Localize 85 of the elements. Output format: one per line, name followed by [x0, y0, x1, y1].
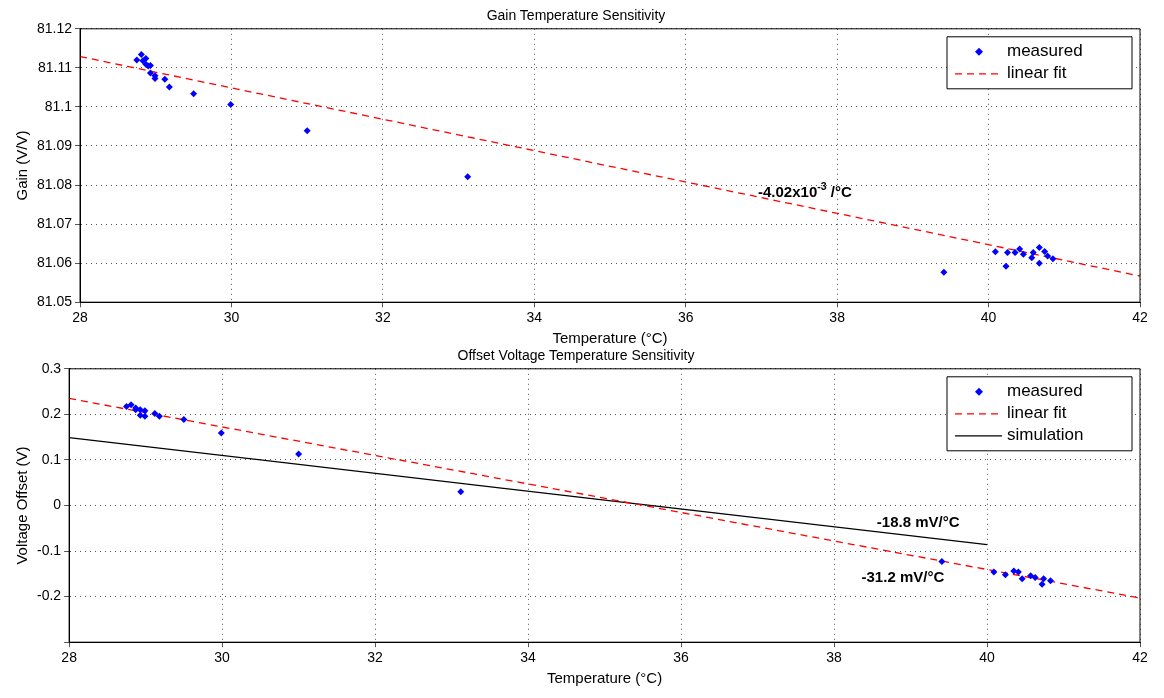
x-tick-label: 28 — [72, 309, 89, 326]
annotation: -31.2 mV/°C — [861, 567, 945, 585]
point — [1028, 254, 1036, 262]
x-axis-title: Temperature (°C) — [552, 329, 668, 347]
point — [1035, 244, 1043, 252]
x-tick-label: 30 — [223, 309, 240, 326]
y-tick-label: 81.11 — [38, 58, 73, 75]
point — [1027, 572, 1035, 580]
point — [1029, 249, 1037, 257]
legend-label: linear fit — [1007, 403, 1067, 423]
x-tick-label: 38 — [829, 309, 846, 326]
point — [141, 412, 149, 420]
annotation: -18.8 mV/°C — [876, 512, 960, 530]
y-tick-label: 0.1 — [41, 450, 62, 467]
point — [1044, 252, 1052, 260]
point — [1018, 575, 1026, 583]
chart-title: Offset Voltage Temperature Sensitivity — [457, 347, 695, 364]
y-tick-label: 81.08 — [36, 175, 73, 192]
point — [155, 412, 163, 420]
point — [190, 90, 198, 98]
point — [122, 403, 130, 411]
x-tick-label: 38 — [826, 649, 843, 666]
point — [1001, 571, 1009, 579]
y-tick-label: -0.1 — [37, 541, 62, 558]
point — [146, 69, 154, 77]
y-tick-label: 81.12 — [36, 19, 73, 36]
x-tick-label: 32 — [375, 309, 391, 326]
legend-label: measured — [1007, 41, 1083, 61]
point — [217, 429, 225, 437]
point — [1019, 250, 1027, 258]
point — [1014, 568, 1022, 576]
point — [991, 248, 999, 256]
x-tick-label: 36 — [677, 309, 694, 326]
x-tick-label: 32 — [367, 649, 384, 666]
legend-label: measured — [1007, 381, 1083, 401]
point — [1002, 262, 1010, 270]
point — [1038, 580, 1046, 588]
point — [165, 83, 173, 91]
y-tick-label: 81.07 — [36, 214, 73, 231]
point — [1016, 245, 1024, 253]
x-tick-label: 34 — [520, 649, 537, 666]
x-tick-label: 40 — [979, 649, 996, 666]
y-tick-label: 0 — [53, 496, 62, 513]
y-tick-label: 81.05 — [36, 293, 73, 310]
point — [295, 450, 303, 458]
x-tick-label: 42 — [1132, 649, 1148, 666]
point — [1041, 247, 1049, 255]
point — [1040, 575, 1048, 583]
y-axis-title: Voltage Offset (V) — [13, 446, 31, 565]
point — [1011, 249, 1019, 257]
y-tick-label: 81.09 — [36, 136, 73, 153]
y-tick-label: 81.1 — [44, 97, 73, 114]
x-tick-label: 28 — [61, 649, 78, 666]
point — [180, 415, 188, 423]
x-tick-label: 42 — [1132, 309, 1148, 326]
point — [151, 409, 159, 417]
point — [161, 75, 169, 83]
point — [227, 101, 235, 109]
legend-label: simulation — [1007, 425, 1084, 445]
point — [990, 568, 998, 576]
x-axis-title: Temperature (°C) — [546, 669, 663, 687]
point — [133, 56, 141, 64]
x-tick-label: 34 — [526, 309, 543, 326]
x-tick-label: 30 — [214, 649, 231, 666]
point — [1031, 574, 1039, 581]
point — [457, 488, 465, 496]
chart-title: Gain Temperature Sensitivity — [486, 7, 666, 24]
y-tick-label: 81.06 — [36, 254, 73, 270]
point — [938, 558, 946, 566]
point — [1047, 577, 1055, 585]
x-tick-label: 36 — [673, 649, 690, 666]
y-axis-title: Gain (V/V) — [13, 130, 31, 201]
y-tick-label: -0.2 — [37, 587, 62, 604]
point — [464, 173, 472, 181]
legend-label: linear fit — [1007, 63, 1067, 83]
point — [303, 127, 311, 135]
point — [1049, 255, 1057, 263]
x-tick-label: 40 — [980, 309, 997, 326]
point — [127, 401, 135, 409]
point — [940, 268, 948, 276]
point — [1004, 249, 1011, 257]
y-tick-label: 0.2 — [41, 405, 62, 422]
point — [137, 51, 145, 59]
point — [1035, 259, 1043, 267]
y-tick-label: 0.3 — [41, 359, 62, 376]
